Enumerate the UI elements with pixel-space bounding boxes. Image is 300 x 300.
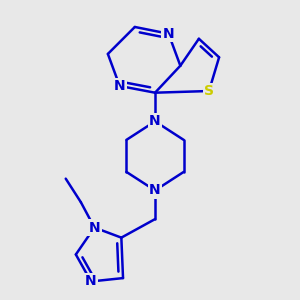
Text: N: N [88, 220, 100, 235]
Text: S: S [204, 84, 214, 98]
Text: N: N [85, 274, 97, 289]
Text: N: N [163, 27, 174, 41]
Text: N: N [149, 114, 161, 128]
Text: N: N [149, 183, 161, 197]
Text: N: N [114, 79, 125, 93]
